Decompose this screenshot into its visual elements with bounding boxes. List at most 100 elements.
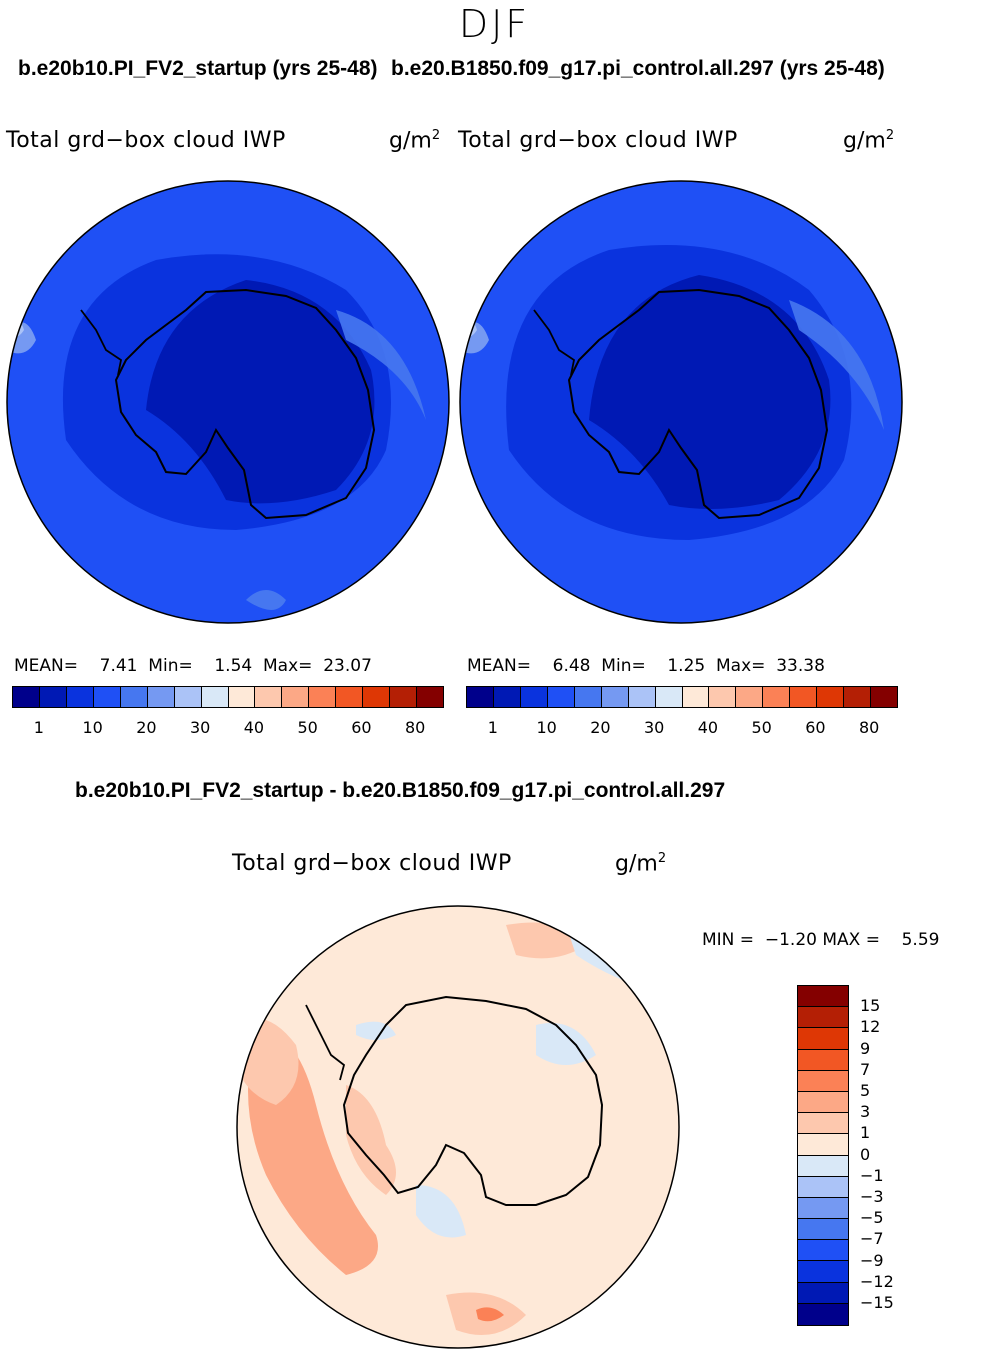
colorbar-swatch: [798, 1091, 848, 1114]
diff-polar-map: [236, 905, 680, 1349]
colorbar-tick-label: 1: [487, 718, 498, 737]
right-stats: MEAN= 6.48 Min= 1.25 Max= 33.38: [467, 656, 825, 676]
colorbar-tick-label: 10: [536, 718, 557, 737]
colorbar-tick-label: 20: [136, 718, 157, 737]
colorbar-swatch: [93, 687, 121, 707]
colorbar-tick-label: −12: [860, 1271, 894, 1291]
colorbar-tick-label: 15: [860, 996, 881, 1016]
colorbar-swatch: [467, 687, 494, 707]
left-stats: MEAN= 7.41 Min= 1.54 Max= 23.07: [14, 656, 372, 676]
right-colorbar: [466, 686, 898, 708]
diff-min-max: MIN = −1.20 MAX = 5.59: [702, 930, 940, 950]
colorbar-swatch: [798, 986, 848, 1008]
colorbar-swatch: [736, 687, 764, 707]
diff-units: g/m2: [615, 851, 667, 877]
colorbar-tick-label: 1: [33, 718, 44, 737]
right-variable-title: Total grd−box cloud IWP: [458, 128, 738, 153]
colorbar-tick-label: 1: [860, 1123, 871, 1143]
colorbar-swatch: [13, 687, 40, 707]
colorbar-tick-label: 7: [860, 1059, 871, 1079]
colorbar-swatch: [798, 1007, 848, 1029]
diff-colorbar: [797, 985, 849, 1326]
colorbar-tick-label: 40: [243, 718, 265, 737]
colorbar-swatch: [871, 687, 897, 707]
colorbar-tick-label: 50: [297, 718, 318, 737]
left-antarctica-coastline: [114, 288, 376, 520]
colorbar-tick-label: 60: [805, 718, 826, 737]
colorbar-swatch: [601, 687, 629, 707]
colorbar-tick-label: 80: [404, 718, 426, 737]
colorbar-swatch: [798, 1261, 848, 1283]
colorbar-swatch: [628, 687, 656, 707]
colorbar-tick-label: 12: [860, 1017, 881, 1037]
diff-case-title: b.e20b10.PI_FV2_startup - b.e20.B1850.f0…: [75, 779, 726, 802]
colorbar-swatch: [547, 687, 575, 707]
colorbar-swatch: [336, 687, 364, 707]
colorbar-tick-label: −9: [860, 1250, 884, 1270]
right-units: g/m2: [843, 128, 895, 154]
left-case-title: b.e20b10.PI_FV2_startup (yrs 25-48): [18, 57, 378, 80]
colorbar-swatch: [228, 687, 256, 707]
colorbar-swatch: [174, 687, 202, 707]
colorbar-swatch: [798, 1176, 848, 1198]
colorbar-swatch: [709, 687, 737, 707]
diff-antarctica-coastline: [342, 995, 604, 1206]
colorbar-tick-label: 30: [643, 718, 665, 737]
colorbar-swatch: [817, 687, 845, 707]
diff-variable-title: Total grd−box cloud IWP: [232, 851, 512, 876]
colorbar-tick-label: 10: [82, 718, 103, 737]
colorbar-swatch: [363, 687, 391, 707]
colorbar-tick-label: 3: [860, 1102, 871, 1122]
colorbar-swatch: [798, 1049, 848, 1071]
colorbar-swatch: [763, 687, 791, 707]
colorbar-swatch: [798, 1219, 848, 1241]
colorbar-tick-label: −3: [860, 1187, 884, 1206]
colorbar-swatch: [120, 687, 148, 707]
colorbar-swatch: [282, 687, 310, 707]
colorbar-swatch: [520, 687, 548, 707]
left-colorbar: [12, 686, 444, 708]
colorbar-swatch: [798, 1282, 848, 1304]
colorbar-swatch: [390, 687, 418, 707]
colorbar-tick-label: 20: [590, 718, 611, 737]
colorbar-swatch: [66, 687, 94, 707]
colorbar-tick-label: −7: [860, 1229, 884, 1249]
colorbar-tick-label: −15: [860, 1293, 894, 1312]
colorbar-swatch: [309, 687, 337, 707]
colorbar-swatch: [255, 687, 283, 707]
colorbar-tick-label: −5: [860, 1208, 884, 1228]
right-case-title: b.e20.B1850.f09_g17.pi_control.all.297 (…: [391, 57, 885, 80]
colorbar-swatch: [682, 687, 710, 707]
colorbar-swatch: [798, 1028, 848, 1050]
colorbar-tick-label: 50: [751, 718, 772, 737]
colorbar-tick-label: −1: [860, 1165, 884, 1185]
left-variable-title: Total grd−box cloud IWP: [6, 128, 286, 153]
right-antarctica-coastline: [567, 288, 829, 520]
colorbar-tick-label: 60: [351, 718, 372, 737]
colorbar-tick-label: 5: [860, 1081, 871, 1100]
colorbar-swatch: [655, 687, 683, 707]
colorbar-swatch: [147, 687, 175, 707]
colorbar-tick-label: 9: [860, 1038, 871, 1058]
season-title: DJF: [458, 2, 531, 46]
left-units: g/m2: [389, 128, 441, 154]
colorbar-swatch: [798, 1303, 848, 1325]
colorbar-tick-label: 80: [858, 718, 880, 737]
colorbar-tick-label: 30: [189, 718, 211, 737]
colorbar-swatch: [798, 1113, 848, 1135]
colorbar-swatch: [798, 1197, 848, 1220]
colorbar-swatch: [798, 1240, 848, 1262]
colorbar-swatch: [798, 1155, 848, 1177]
colorbar-swatch: [798, 1134, 848, 1156]
colorbar-swatch: [790, 687, 818, 707]
colorbar-swatch: [201, 687, 229, 707]
colorbar-swatch: [493, 687, 521, 707]
colorbar-swatch: [844, 687, 872, 707]
colorbar-swatch: [574, 687, 602, 707]
left-polar-map: [6, 180, 450, 624]
right-polar-map: [459, 180, 903, 624]
colorbar-swatch: [417, 687, 443, 707]
colorbar-tick-label: 0: [860, 1144, 871, 1164]
colorbar-tick-label: 40: [697, 718, 719, 737]
colorbar-swatch: [39, 687, 67, 707]
